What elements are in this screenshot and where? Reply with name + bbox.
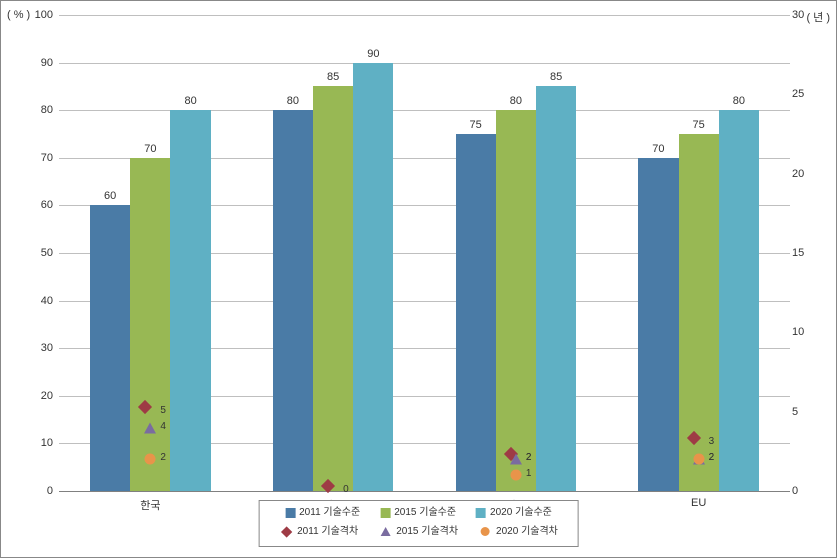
chart-container: ( % ) ( 년 ) 6070808085907580857075805023… xyxy=(0,0,837,558)
y-left-tick: 100 xyxy=(35,9,53,21)
marker-value-label: 4 xyxy=(160,421,166,432)
y-axis-right: 051015202530 xyxy=(792,15,836,491)
bar xyxy=(313,86,353,491)
marker-circle xyxy=(145,454,156,465)
bar xyxy=(496,110,536,491)
bar-value-label: 70 xyxy=(130,143,170,155)
marker-value-label: 2 xyxy=(526,452,532,463)
legend-item: 2011 기술격차 xyxy=(279,524,358,540)
y-right-tick: 25 xyxy=(792,88,804,100)
bar xyxy=(170,110,210,491)
legend-marker-triangle xyxy=(378,527,392,536)
marker-value-label: 1 xyxy=(526,468,532,479)
legend-swatch xyxy=(476,508,486,518)
y-left-tick: 20 xyxy=(41,390,53,402)
y-right-tick: 5 xyxy=(792,406,798,418)
bar xyxy=(353,63,393,491)
bar-value-label: 80 xyxy=(273,95,313,107)
legend-swatch xyxy=(285,508,295,518)
y-left-tick: 80 xyxy=(41,104,53,116)
legend-label: 2015 기술수준 xyxy=(394,505,456,521)
bar xyxy=(638,158,678,491)
bar-value-label: 90 xyxy=(353,48,393,60)
bar xyxy=(456,134,496,491)
bar-value-label: 60 xyxy=(90,190,130,202)
legend-label: 2020 기술수준 xyxy=(490,505,552,521)
bar xyxy=(90,205,130,491)
gridline xyxy=(59,15,790,16)
bar-value-label: 85 xyxy=(536,71,576,83)
marker-diamond xyxy=(145,407,155,417)
y-left-tick: 60 xyxy=(41,199,53,211)
legend-item: 2015 기술수준 xyxy=(380,505,456,521)
legend-label: 2011 기술수준 xyxy=(299,505,360,521)
y-left-tick: 50 xyxy=(41,247,53,259)
y-left-tick: 70 xyxy=(41,152,53,164)
marker-triangle xyxy=(510,454,522,465)
y-right-tick: 0 xyxy=(792,485,798,497)
legend-swatch xyxy=(380,508,390,518)
legend-label: 2015 기술격차 xyxy=(396,524,458,540)
y-left-tick: 30 xyxy=(41,342,53,354)
legend-item: 2020 기술격차 xyxy=(478,524,558,540)
legend-item: 2015 기술격차 xyxy=(378,524,458,540)
marker-circle xyxy=(510,470,521,481)
y-left-tick: 90 xyxy=(41,57,53,69)
y-axis-left: 0102030405060708090100 xyxy=(1,15,53,491)
legend-marker-circle xyxy=(478,527,492,536)
category-label: EU xyxy=(607,497,790,509)
legend-label: 2011 기술격차 xyxy=(297,524,358,540)
marker-circle xyxy=(693,454,704,465)
y-right-tick: 30 xyxy=(792,9,804,21)
y-left-tick: 40 xyxy=(41,295,53,307)
legend-marker-diamond xyxy=(279,528,293,536)
legend-label: 2020 기술격차 xyxy=(496,524,558,540)
marker-value-label: 2 xyxy=(160,452,166,463)
bar-value-label: 75 xyxy=(456,119,496,131)
bar-value-label: 75 xyxy=(679,119,719,131)
bar-value-label: 80 xyxy=(719,95,759,107)
gridline xyxy=(59,63,790,64)
bar xyxy=(719,110,759,491)
gridline xyxy=(59,491,790,492)
bar xyxy=(536,86,576,491)
y-left-tick: 0 xyxy=(47,485,53,497)
gridline xyxy=(59,110,790,111)
marker-value-label: 3 xyxy=(709,436,715,447)
marker-diamond xyxy=(328,486,338,496)
marker-value-label: 5 xyxy=(160,405,166,416)
marker-value-label: 2 xyxy=(709,452,715,463)
plot-area: 6070808085907580857075805023422212 xyxy=(59,15,790,491)
bar xyxy=(130,158,170,491)
y-right-tick: 10 xyxy=(792,326,804,338)
legend-item: 2011 기술수준 xyxy=(285,505,360,521)
legend: 2011 기술수준 2015 기술수준 2020 기술수준 2011 기술격차 2015… xyxy=(258,500,579,548)
y-left-tick: 10 xyxy=(41,437,53,449)
category-label: 한국 xyxy=(59,497,242,513)
bar-value-label: 80 xyxy=(171,95,211,107)
marker-value-label: 0 xyxy=(343,484,349,495)
bar-value-label: 80 xyxy=(496,95,536,107)
legend-item: 2020 기술수준 xyxy=(476,505,552,521)
y-right-tick: 20 xyxy=(792,168,804,180)
marker-diamond xyxy=(694,438,704,448)
bar-value-label: 70 xyxy=(638,143,678,155)
marker-triangle xyxy=(144,422,156,433)
bar-value-label: 85 xyxy=(313,71,353,83)
y-right-tick: 15 xyxy=(792,247,804,259)
bar xyxy=(273,110,313,491)
